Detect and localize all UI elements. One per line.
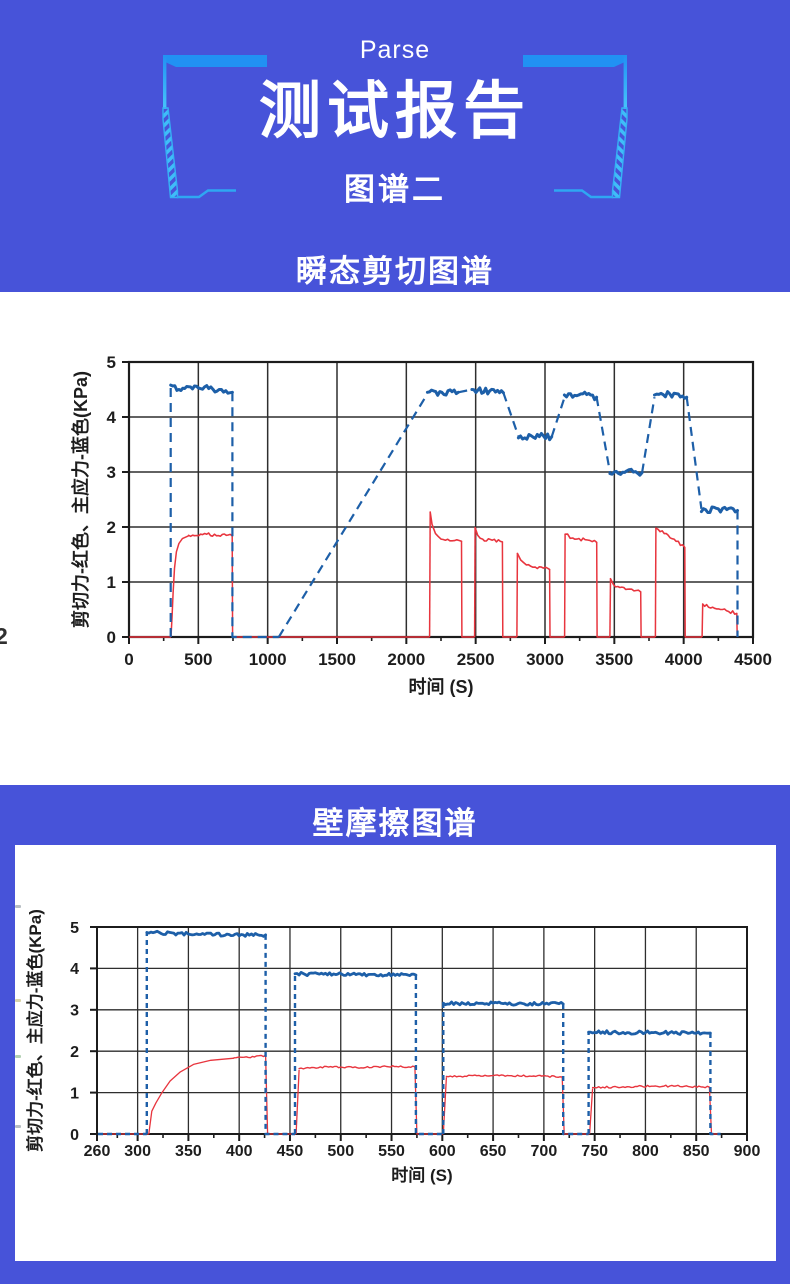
svg-text:4: 4 <box>107 408 117 427</box>
svg-text:剪切力-红色、主应力-蓝色(KPa): 剪切力-红色、主应力-蓝色(KPa) <box>70 371 91 628</box>
svg-text:750: 750 <box>581 1143 608 1160</box>
brand-label: Parse <box>359 36 431 64</box>
svg-text:900: 900 <box>734 1143 761 1160</box>
svg-text:350: 350 <box>175 1143 202 1160</box>
svg-text:650: 650 <box>480 1143 507 1160</box>
svg-text:550: 550 <box>378 1143 405 1160</box>
svg-text:2500: 2500 <box>457 650 495 669</box>
svg-text:400: 400 <box>226 1143 253 1160</box>
svg-text:3500: 3500 <box>595 650 633 669</box>
edge-artifact-mark <box>15 999 21 1002</box>
svg-text:4500: 4500 <box>734 650 772 669</box>
svg-text:3: 3 <box>70 1003 79 1020</box>
svg-text:600: 600 <box>429 1143 456 1160</box>
svg-text:5: 5 <box>107 353 116 372</box>
svg-text:260: 260 <box>84 1143 111 1160</box>
svg-text:3000: 3000 <box>526 650 564 669</box>
svg-text:0: 0 <box>107 628 116 647</box>
svg-text:0: 0 <box>124 650 133 669</box>
svg-text:800: 800 <box>632 1143 659 1160</box>
wall-friction-chart: 260 300 350 400 450 500 550 600 650 700 750 800 850 9… <box>25 909 761 1185</box>
section-title-transient-shear: 瞬态剪切图谱 <box>296 254 494 289</box>
svg-text:500: 500 <box>327 1143 354 1160</box>
svg-text:1000: 1000 <box>249 650 287 669</box>
report-subtitle: 图谱二 <box>344 172 446 207</box>
svg-text:1: 1 <box>70 1085 79 1102</box>
svg-text:5: 5 <box>70 920 79 937</box>
svg-text:850: 850 <box>683 1143 710 1160</box>
transient-shear-chart-panel: 0 500 1000 1500 2000 2500 3000 3500 4000 4500 0 1 2 3… <box>0 292 790 785</box>
svg-text:450: 450 <box>277 1143 304 1160</box>
cropped-edge-number: 2 <box>0 623 8 649</box>
svg-text:700: 700 <box>531 1143 558 1160</box>
edge-artifact-mark <box>15 905 21 908</box>
svg-text:4: 4 <box>70 961 79 978</box>
svg-text:1: 1 <box>107 573 116 592</box>
svg-text:500: 500 <box>184 650 212 669</box>
svg-text:1500: 1500 <box>318 650 356 669</box>
svg-text:3: 3 <box>107 463 116 482</box>
svg-text:4000: 4000 <box>665 650 703 669</box>
svg-text:300: 300 <box>124 1143 151 1160</box>
svg-text:2: 2 <box>70 1044 79 1061</box>
svg-text:时间 (S): 时间 (S) <box>391 1165 452 1185</box>
wall-friction-chart-panel: 260 300 350 400 450 500 550 600 650 700 750 800 850 9… <box>15 845 776 1261</box>
report-title: 测试报告 <box>258 77 531 146</box>
transient-shear-chart: 0 500 1000 1500 2000 2500 3000 3500 4000 4500 0 1 2 3… <box>70 353 772 697</box>
svg-text:2000: 2000 <box>387 650 425 669</box>
svg-text:剪切力-红色、主应力-蓝色(KPa): 剪切力-红色、主应力-蓝色(KPa) <box>25 909 45 1152</box>
section-title-wall-friction: 壁摩擦图谱 <box>312 806 478 841</box>
svg-text:0: 0 <box>70 1127 79 1144</box>
edge-artifact-mark <box>15 1055 21 1058</box>
edge-artifact-mark <box>15 1125 21 1128</box>
svg-text:2: 2 <box>107 518 116 537</box>
svg-text:时间 (S): 时间 (S) <box>409 677 474 697</box>
